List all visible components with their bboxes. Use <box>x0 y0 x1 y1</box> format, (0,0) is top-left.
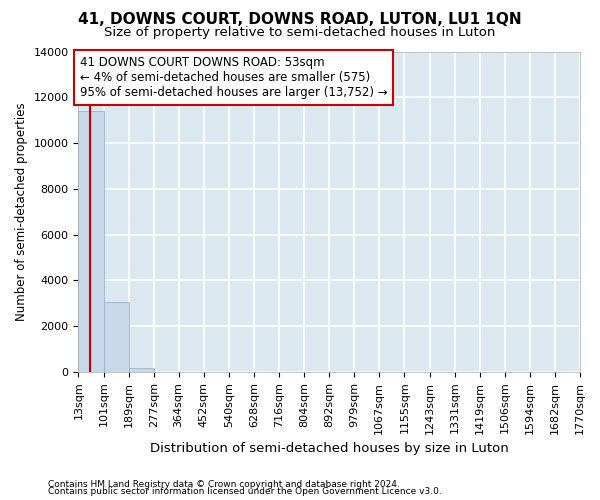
Text: Contains public sector information licensed under the Open Government Licence v3: Contains public sector information licen… <box>48 487 442 496</box>
Text: Contains HM Land Registry data © Crown copyright and database right 2024.: Contains HM Land Registry data © Crown c… <box>48 480 400 489</box>
Bar <box>79 111 104 372</box>
Y-axis label: Number of semi-detached properties: Number of semi-detached properties <box>15 102 28 321</box>
Text: Size of property relative to semi-detached houses in Luton: Size of property relative to semi-detach… <box>104 26 496 39</box>
Bar <box>128 368 154 372</box>
Text: 41 DOWNS COURT DOWNS ROAD: 53sqm
← 4% of semi-detached houses are smaller (575)
: 41 DOWNS COURT DOWNS ROAD: 53sqm ← 4% of… <box>80 56 388 100</box>
Text: 41, DOWNS COURT, DOWNS ROAD, LUTON, LU1 1QN: 41, DOWNS COURT, DOWNS ROAD, LUTON, LU1 … <box>78 12 522 28</box>
Bar <box>104 302 128 372</box>
X-axis label: Distribution of semi-detached houses by size in Luton: Distribution of semi-detached houses by … <box>150 442 509 455</box>
